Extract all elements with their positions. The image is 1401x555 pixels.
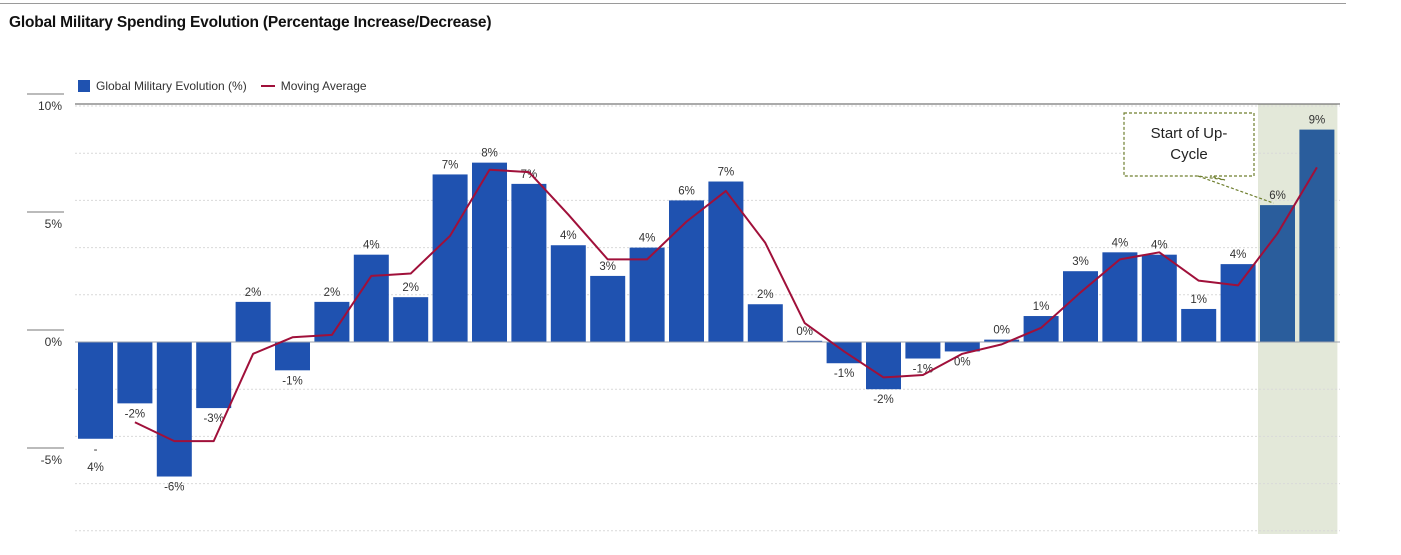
data-label: 3% <box>599 261 616 273</box>
legend-label-bar: Global Military Evolution (%) <box>96 79 247 93</box>
y-tick-label: 5% <box>45 217 63 231</box>
bar <box>1141 254 1177 342</box>
bar <box>156 342 192 477</box>
bar <box>747 304 783 342</box>
moving-average-line <box>134 166 1318 443</box>
bar <box>1181 308 1217 342</box>
bar <box>590 275 626 342</box>
bar <box>393 297 429 342</box>
bar <box>1260 205 1295 342</box>
legend-swatch-line <box>260 85 275 87</box>
data-label: -2% <box>873 394 893 406</box>
data-label: 4% <box>1230 249 1247 261</box>
data-label: 4% <box>639 233 656 245</box>
bar <box>669 200 704 342</box>
data-label: 0% <box>796 326 813 338</box>
data-label: 4% <box>363 240 380 252</box>
data-label: 1% <box>1190 294 1207 306</box>
bar <box>866 342 901 390</box>
bar <box>1220 264 1256 342</box>
data-label: -2% <box>125 408 145 420</box>
y-tick-label: -5% <box>41 453 63 467</box>
data-label: 0% <box>954 356 971 368</box>
bar <box>1023 316 1059 342</box>
data-label: 2% <box>324 287 341 299</box>
top-rule <box>0 3 1346 4</box>
data-label: 4% <box>87 462 104 474</box>
data-label: 3% <box>1072 256 1089 268</box>
legend-label-line: Moving Average <box>280 79 367 93</box>
bar <box>511 183 547 342</box>
bar <box>117 342 153 404</box>
data-label: 6% <box>1269 190 1286 202</box>
bar <box>708 181 744 342</box>
data-label: 8% <box>481 148 498 160</box>
y-tick-label: 10% <box>38 99 62 113</box>
legend: Global Military Evolution (%) Moving Ave… <box>78 79 367 93</box>
bar <box>787 340 823 342</box>
bar <box>944 342 980 352</box>
bar <box>275 342 310 371</box>
bar <box>78 342 113 439</box>
data-label: -1% <box>913 364 933 376</box>
data-label: 6% <box>678 185 695 197</box>
bar <box>1299 129 1335 342</box>
bar <box>196 342 232 409</box>
annotation-pointer <box>1197 175 1274 204</box>
data-label: 2% <box>245 287 262 299</box>
annotation-text: Cycle <box>1170 146 1208 163</box>
bar <box>629 247 665 342</box>
annotation-box <box>1123 112 1255 181</box>
annotation-text: Start of Up- <box>1151 125 1228 142</box>
bar <box>905 342 941 359</box>
data-label: 9% <box>1309 115 1326 127</box>
bar <box>432 174 468 342</box>
data-label: 2% <box>757 289 774 301</box>
bar <box>235 301 271 342</box>
data-label: -1% <box>282 375 302 387</box>
data-label: 0% <box>993 325 1010 337</box>
legend-swatch-bar <box>78 80 90 92</box>
bar <box>353 254 389 342</box>
bar <box>472 162 507 342</box>
data-label: 4% <box>560 230 577 242</box>
bar <box>550 245 586 342</box>
data-label: -6% <box>164 482 184 494</box>
bar <box>1102 252 1138 342</box>
data-label: 4% <box>1112 237 1129 249</box>
data-label: -1% <box>834 368 854 380</box>
y-tick-label: 0% <box>45 335 63 349</box>
data-label: 1% <box>1033 301 1050 313</box>
data-label: -3% <box>203 413 223 425</box>
bar <box>984 339 1020 342</box>
data-label: 4% <box>1151 240 1168 252</box>
data-label: 7% <box>442 159 459 171</box>
chart-title: Global Military Spending Evolution (Perc… <box>9 14 492 31</box>
data-label: 7% <box>718 167 735 179</box>
data-label: 2% <box>402 282 419 294</box>
data-label: - <box>94 444 98 456</box>
